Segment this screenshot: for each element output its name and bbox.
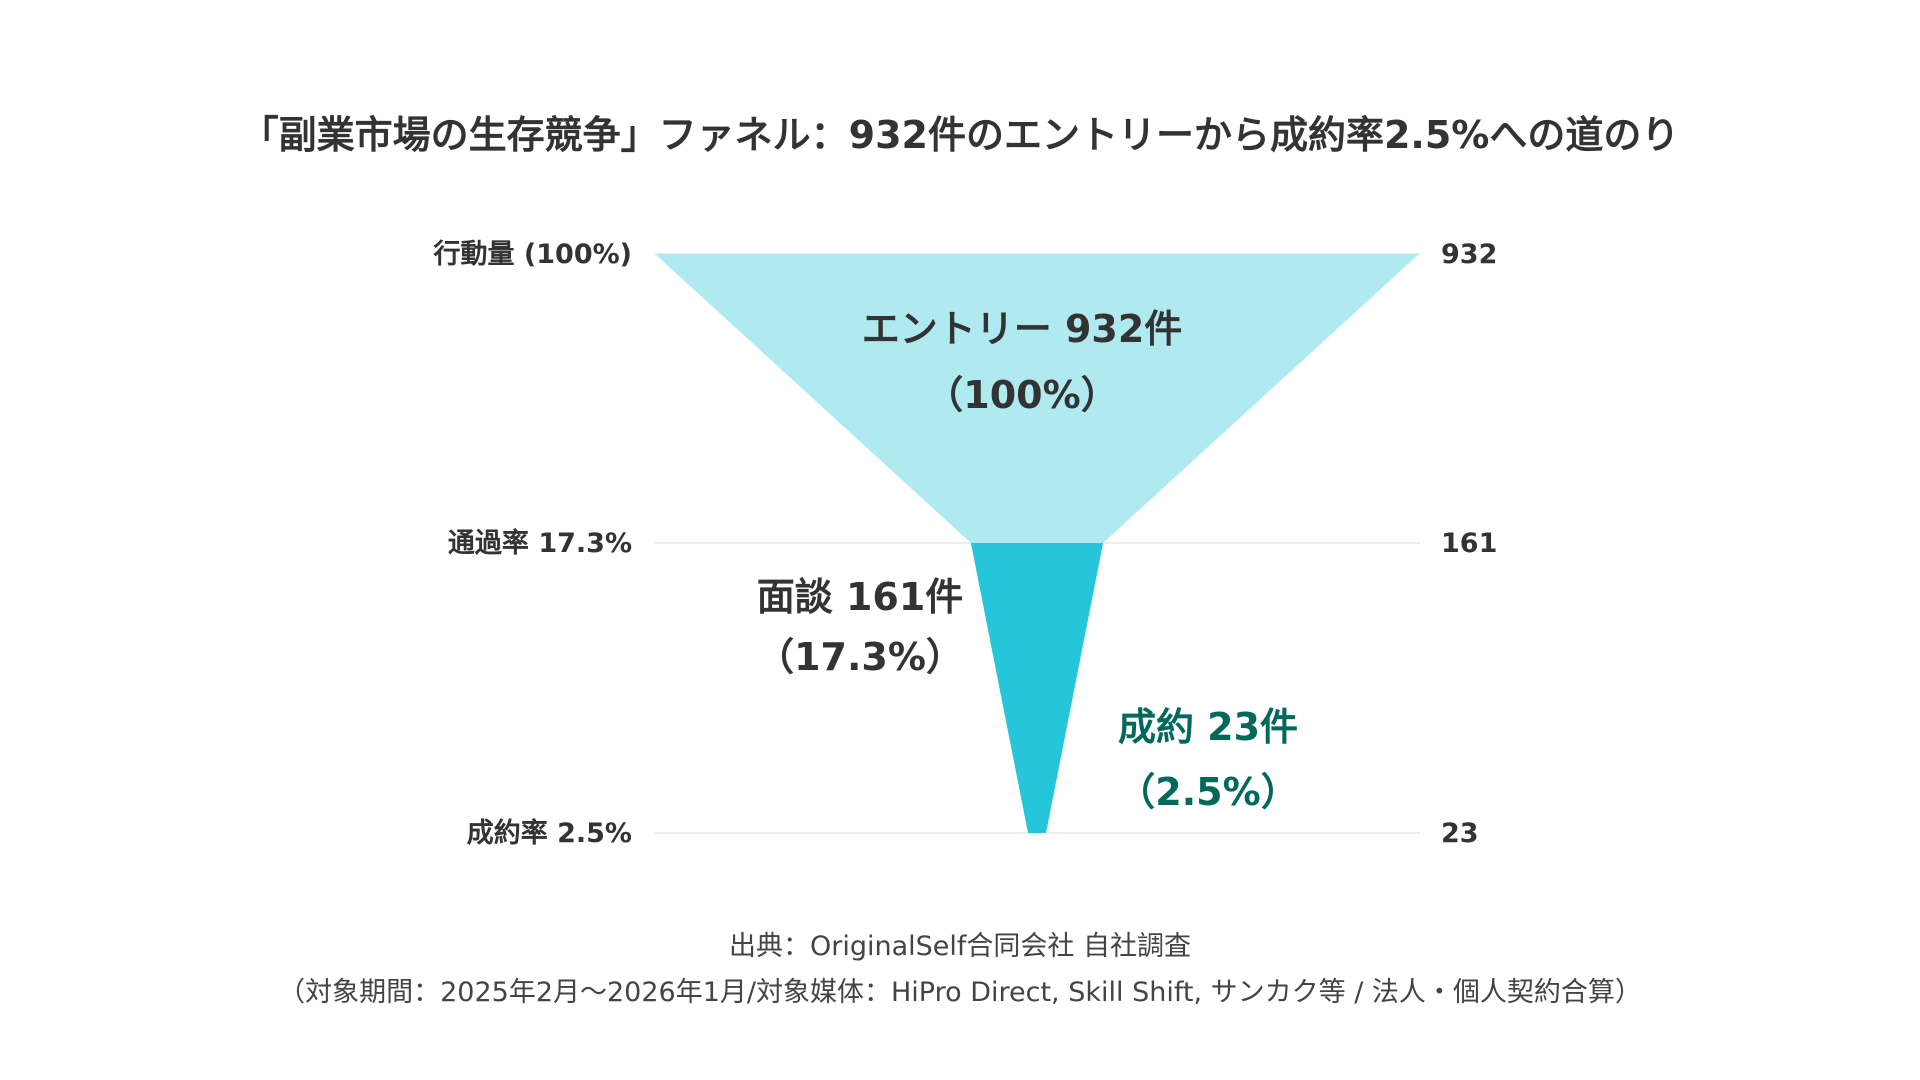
- right-axis-value: 23: [1441, 818, 1479, 849]
- right-axis-value: 932: [1441, 239, 1497, 270]
- source-line-1: 出典：OriginalSelf合同会社 自社調査: [729, 931, 1191, 962]
- right-axis-value: 161: [1441, 528, 1497, 559]
- stage-percent-面談: （17.3%）: [756, 635, 964, 679]
- left-axis-label: 通過率 17.3%: [448, 527, 632, 559]
- funnel-segment-エントリー: [655, 254, 1419, 543]
- stage-percent-エントリー: （100%）: [925, 373, 1118, 417]
- left-axis-label: 行動量 (100%): [433, 238, 633, 270]
- stage-label-面談: 面談 161件: [757, 575, 964, 619]
- funnel-segment-面談: [970, 543, 1104, 833]
- chart-title: 「副業市場の生存競争」ファネル：932件のエントリーから成約率2.5%への道のり: [240, 113, 1680, 157]
- source-note: 出典：OriginalSelf合同会社 自社調査 （対象期間：2025年2月〜2…: [0, 924, 1920, 1016]
- left-axis-label: 成約率 2.5%: [467, 817, 632, 849]
- source-line-2: （対象期間：2025年2月〜2026年1月/対象媒体：HiPro Direct,…: [278, 977, 1642, 1008]
- stage-label-エントリー: エントリー 932件: [862, 307, 1183, 351]
- stage-percent-成約: （2.5%）: [1117, 770, 1298, 814]
- stage-label-成約: 成約 23件: [1118, 705, 1298, 749]
